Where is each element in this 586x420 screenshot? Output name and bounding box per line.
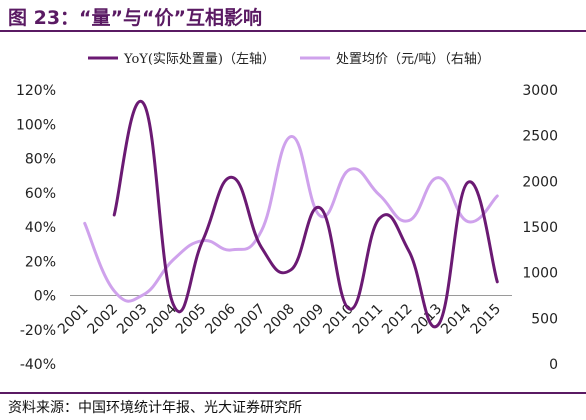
- left-tick-label: 40%: [25, 220, 56, 236]
- x-tick-label: 2009: [291, 301, 328, 338]
- right-tick-label: 500: [531, 311, 558, 327]
- x-tick-label: 2012: [379, 301, 416, 338]
- series-layer: [83, 99, 499, 329]
- left-tick-label: 120%: [16, 83, 56, 99]
- series-line-price: [83, 135, 499, 303]
- left-tick-label: 20%: [25, 254, 56, 270]
- x-tick-label: 2015: [468, 301, 505, 338]
- dual-axis-line-chart: YoY(实际处置量)（左轴） 处置均价（元/吨）（右轴） 120% 100% 80% 6…: [16, 52, 558, 373]
- title-divider: [0, 30, 586, 32]
- x-tick-label: 2007: [232, 301, 269, 338]
- left-tick-label: 0%: [34, 289, 56, 305]
- left-tick-label: -20%: [20, 323, 56, 339]
- legend-label: 处置均价（元/吨）（右轴）: [336, 52, 490, 67]
- left-tick-label: 60%: [25, 186, 56, 202]
- right-tick-label: 2000: [522, 174, 558, 190]
- x-tick-label: 2008: [261, 301, 298, 338]
- left-tick-label: 80%: [25, 152, 56, 168]
- right-tick-label: 3000: [522, 83, 558, 99]
- right-tick-label: 1000: [522, 266, 558, 282]
- legend: YoY(实际处置量)（左轴） 处置均价（元/吨）（右轴）: [88, 52, 490, 67]
- x-tick-label: 2001: [55, 301, 92, 338]
- left-tick-label: 100%: [16, 117, 56, 133]
- right-tick-label: 1500: [522, 220, 558, 236]
- right-tick-label: 0: [549, 357, 558, 373]
- chart-title: 图 23：“量”与“价”互相影响: [8, 7, 263, 29]
- x-tick-label: 2003: [114, 301, 151, 338]
- left-axis: 120% 100% 80% 60% 40% 20% 0% -20% -40%: [16, 83, 56, 373]
- right-tick-label: 2500: [522, 129, 558, 145]
- x-tick-label: 2006: [202, 301, 239, 338]
- x-tick-label: 2010: [320, 301, 357, 338]
- right-axis: 3000 2500 2000 1500 1000 500 0: [522, 83, 558, 373]
- x-axis: 2001200220032004200520062007200820092010…: [55, 301, 504, 338]
- x-tick-label: 2002: [85, 301, 122, 338]
- x-tick-label: 2005: [173, 301, 210, 338]
- legend-label: YoY(实际处置量)（左轴）: [123, 52, 275, 67]
- source-note: 资料来源：中国环境统计年报、光大证券研究所: [8, 400, 302, 416]
- series-line-yoy: [112, 99, 499, 329]
- source-divider: [0, 392, 586, 394]
- left-tick-label: -40%: [20, 357, 56, 373]
